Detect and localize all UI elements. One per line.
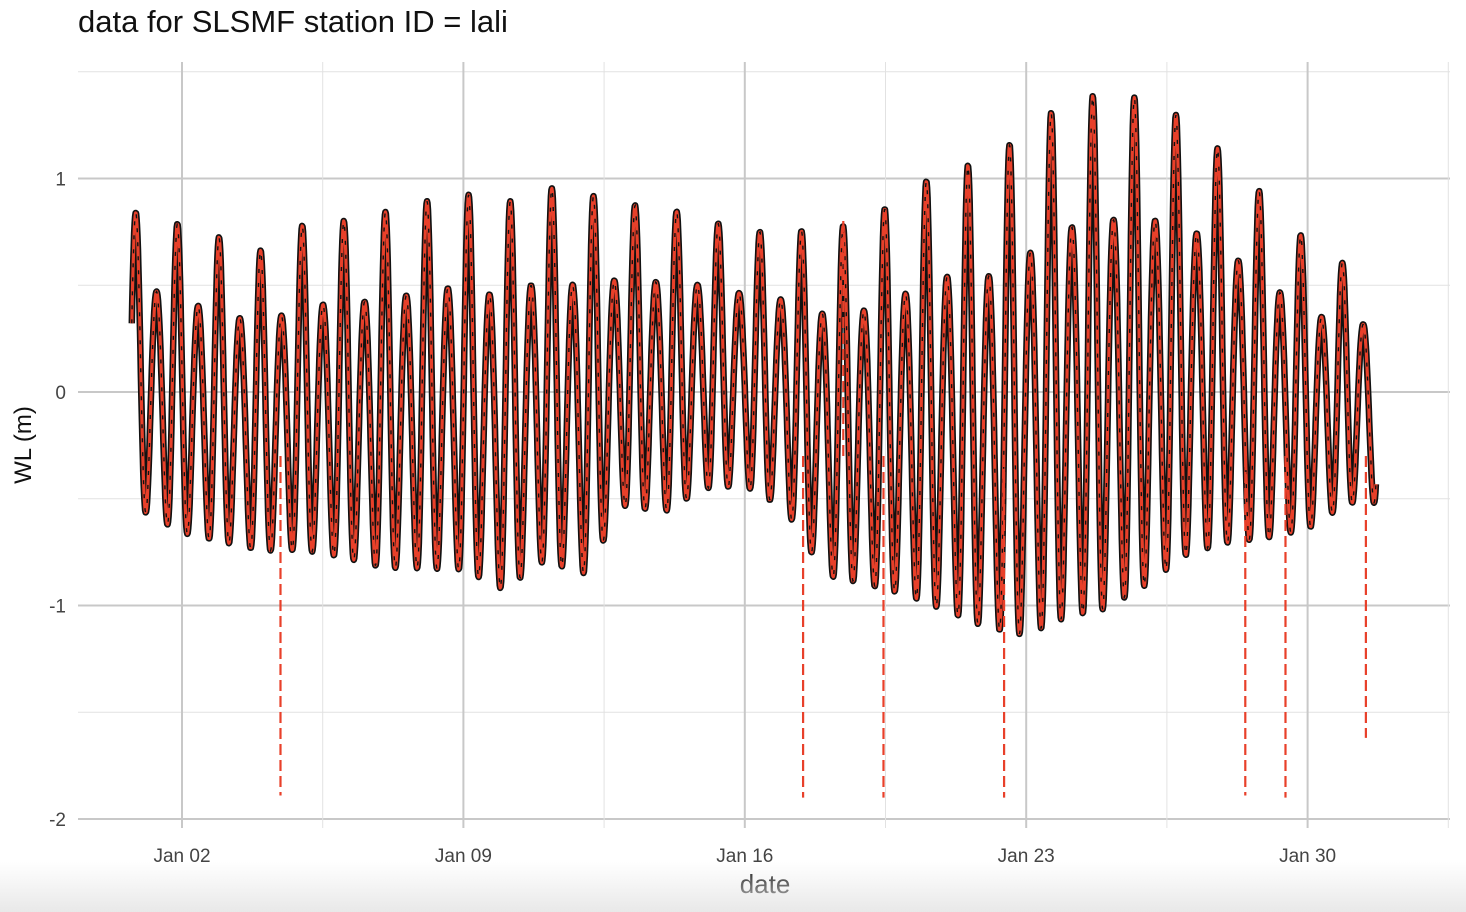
observed-dash-overlay <box>131 96 1377 635</box>
x-tick-labels: Jan 02 Jan 09 Jan 16 Jan 23 Jan 30 <box>153 846 1336 867</box>
x-tick-label: Jan 09 <box>435 846 492 867</box>
series-dashed-red <box>130 94 1378 798</box>
y-tick-label: -1 <box>49 597 66 618</box>
y-tick-label: -2 <box>49 810 66 831</box>
y-tick-labels: 1 0 -1 -2 <box>49 170 66 832</box>
x-axis-title: date <box>739 869 791 899</box>
y-axis-title: WL (m) <box>10 406 37 484</box>
x-tick-label: Jan 16 <box>716 846 773 867</box>
chart-title: data for SLSMF station ID = lali <box>78 4 508 39</box>
y-tick-label: 0 <box>55 383 66 404</box>
x-tick-label: Jan 02 <box>153 846 210 867</box>
x-tick-label: Jan 23 <box>998 846 1055 867</box>
y-tick-label: 1 <box>55 170 66 191</box>
x-tick-label: Jan 30 <box>1279 846 1336 867</box>
